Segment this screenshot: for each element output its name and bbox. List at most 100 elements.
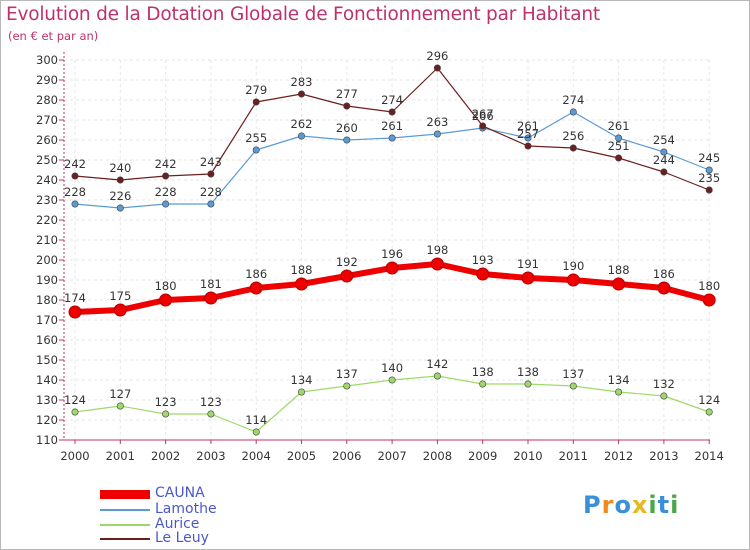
data-point [343, 102, 351, 110]
y-tick-label: 120 [36, 413, 58, 427]
data-point [252, 428, 260, 436]
x-tick-label: 2009 [468, 449, 497, 463]
data-label: 132 [653, 377, 675, 391]
data-point [433, 64, 441, 72]
data-point [343, 382, 351, 390]
data-point [385, 261, 399, 275]
data-label: 123 [155, 395, 177, 409]
data-label: 244 [653, 153, 675, 167]
logo-letter: i [648, 491, 658, 519]
y-tick-label: 270 [36, 113, 58, 127]
data-label: 235 [698, 171, 720, 185]
data-label: 134 [291, 373, 313, 387]
logo-letter: o [614, 491, 632, 519]
data-label: 198 [426, 243, 448, 257]
data-label: 134 [608, 373, 630, 387]
data-point [116, 204, 124, 212]
x-tick-label: 2003 [196, 449, 225, 463]
data-point [524, 134, 532, 142]
series-le-leuy: 242 240 242 243 279 283 277 274 296 267 257 256 251 2… [64, 49, 720, 194]
data-point [207, 410, 215, 418]
data-label: 142 [426, 357, 448, 371]
data-point [524, 380, 532, 388]
data-point [615, 154, 623, 162]
data-point [113, 303, 127, 317]
data-point [566, 273, 580, 287]
y-tick-labels: 110 120 130 140 150 160 170 180 190 200 210 220 230 2… [36, 53, 58, 447]
data-point [476, 267, 490, 281]
x-tick-label: 2004 [242, 449, 271, 463]
data-label: 186 [653, 267, 675, 281]
data-point [569, 108, 577, 116]
data-point [615, 134, 623, 142]
data-point [252, 146, 260, 154]
data-point [430, 257, 444, 271]
y-tick-label: 290 [36, 73, 58, 87]
data-label: 279 [245, 83, 267, 97]
data-point [479, 380, 487, 388]
data-label: 228 [200, 185, 222, 199]
x-tick-label: 2005 [287, 449, 316, 463]
data-label: 274 [381, 93, 403, 107]
data-point [388, 108, 396, 116]
data-label: 191 [517, 257, 539, 271]
data-label: 296 [426, 49, 448, 63]
data-label: 254 [653, 133, 675, 147]
data-label: 175 [109, 289, 131, 303]
logo-letter: x [631, 491, 649, 519]
y-tick-label: 230 [36, 193, 58, 207]
data-point [702, 293, 716, 307]
data-label: 261 [517, 119, 539, 133]
data-label: 196 [381, 247, 403, 261]
y-tick-label: 200 [36, 253, 58, 267]
logo-letter: i [670, 491, 680, 519]
data-label: 263 [426, 115, 448, 129]
data-point [295, 277, 308, 291]
data-label: 138 [472, 365, 494, 379]
data-point [71, 172, 79, 180]
y-tick-label: 170 [36, 313, 58, 327]
data-label: 274 [562, 93, 584, 107]
logo-letter: r [601, 491, 615, 519]
data-point [433, 372, 441, 380]
x-tick-label: 2008 [423, 449, 452, 463]
data-label: 277 [336, 87, 358, 101]
data-point [705, 408, 713, 416]
data-label: 174 [64, 291, 86, 305]
data-label: 226 [109, 189, 131, 203]
data-point [116, 402, 124, 410]
x-tick-label: 2002 [151, 449, 180, 463]
legend-swatch-aurice [100, 524, 150, 526]
x-tick-label: 2006 [332, 449, 361, 463]
data-point [569, 144, 577, 152]
data-point [162, 410, 170, 418]
chart-subtitle: (en € et par an) [8, 29, 99, 43]
x-tick-label: 2012 [604, 449, 633, 463]
data-label: 188 [291, 263, 313, 277]
x-tick-label: 2000 [60, 449, 89, 463]
data-point [204, 291, 218, 305]
data-point [479, 122, 487, 130]
data-point [388, 134, 396, 142]
data-label: 251 [608, 139, 630, 153]
data-point [705, 186, 713, 194]
y-tick-label: 260 [36, 133, 58, 147]
x-tick-label: 2001 [106, 449, 135, 463]
legend-swatch-cauna [100, 490, 150, 499]
data-point [68, 305, 82, 319]
y-tick-label: 190 [36, 273, 58, 287]
data-point [297, 132, 305, 140]
data-point [162, 200, 170, 208]
data-point [343, 136, 351, 144]
data-label: 114 [245, 413, 267, 427]
data-label: 140 [381, 361, 403, 375]
logo-letter: t [657, 491, 671, 519]
legend-label-lamothe: Lamothe [155, 501, 217, 517]
data-label: 180 [698, 279, 720, 293]
data-label: 228 [64, 185, 86, 199]
y-tick-label: 280 [36, 93, 58, 107]
